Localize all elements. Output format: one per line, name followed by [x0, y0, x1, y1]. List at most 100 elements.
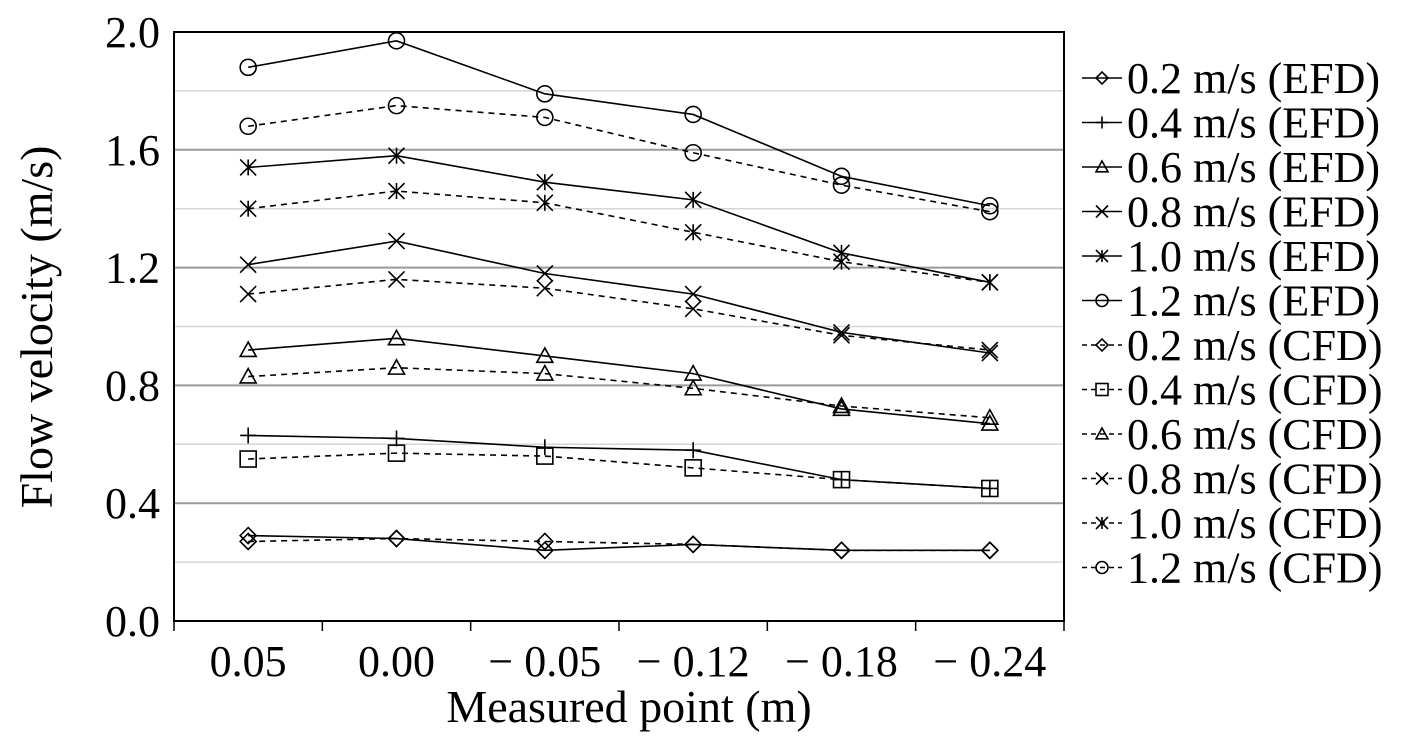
series-line — [248, 534, 990, 552]
data-point-circle — [239, 58, 257, 77]
legend-label: 0.2 m/s (CFD) — [1127, 321, 1382, 370]
y-tick-label: 0.8 — [105, 361, 160, 410]
x-axis-label: Measured point (m) — [446, 681, 811, 732]
data-point-square — [684, 459, 702, 477]
data-point-asterisk — [832, 253, 851, 271]
data-point-plus — [685, 442, 702, 459]
series-line — [248, 337, 990, 425]
y-axis-ticks: 0.0 0.4 0.8 1.2 1.6 2.0 — [105, 8, 160, 646]
data-point-x — [684, 285, 702, 303]
series-line — [248, 104, 990, 213]
y-tick-label: 1.6 — [105, 126, 160, 175]
data-point-asterisk — [1095, 249, 1109, 263]
data-point-triangle — [387, 358, 406, 375]
data-point-triangle — [683, 378, 703, 396]
data-point-circle — [239, 117, 257, 136]
data-point-circle — [1095, 560, 1109, 575]
legend-label: 1.0 m/s (EFD) — [1127, 232, 1380, 281]
legend-entry: 1.2 m/s (EFD) — [1082, 277, 1380, 326]
data-point-plus — [536, 439, 553, 456]
data-point-diamond — [1094, 70, 1110, 86]
y-axis-label: Flow velocity (m/s) — [11, 146, 62, 509]
data-point-x — [387, 270, 406, 288]
data-point-diamond — [535, 541, 554, 560]
data-point-square — [1095, 382, 1109, 397]
legend-entry: 0.8 m/s (CFD) — [1082, 455, 1382, 504]
data-point-asterisk — [981, 273, 999, 291]
data-point-x — [536, 279, 554, 297]
data-point-x — [981, 344, 999, 362]
data-point-circle — [832, 176, 851, 194]
legend-entry: 0.4 m/s (CFD) — [1082, 366, 1382, 415]
legend-entry: 1.2 m/s (CFD) — [1082, 544, 1382, 593]
series-line — [248, 366, 990, 419]
data-point-square — [981, 479, 999, 498]
data-point-diamond — [387, 529, 406, 548]
legend-entry: 0.6 m/s (CFD) — [1082, 410, 1382, 459]
data-point-diamond — [239, 526, 258, 545]
data-point-diamond — [832, 541, 851, 560]
x-tick-label: − 0.24 — [933, 637, 1046, 686]
data-point-square — [239, 450, 257, 468]
series-markers — [238, 32, 1000, 560]
legend-entry: 1.0 m/s (EFD) — [1082, 232, 1380, 281]
series-line — [248, 190, 990, 284]
data-point-plus — [240, 427, 257, 444]
data-point-circle — [981, 196, 999, 215]
data-point-triangle — [387, 328, 406, 346]
data-point-plus — [981, 480, 998, 497]
series-line — [248, 154, 990, 284]
series-line — [248, 278, 990, 351]
legend-entry: 0.8 m/s (EFD) — [1082, 188, 1380, 237]
data-point-triangle — [980, 414, 1000, 431]
data-point-x — [832, 323, 851, 341]
legend-label: 0.6 m/s (EFD) — [1127, 143, 1380, 192]
y-tick-label: 2.0 — [105, 8, 160, 57]
data-point-asterisk — [387, 182, 406, 200]
data-point-asterisk — [387, 147, 406, 165]
x-tick-label: 0.00 — [358, 637, 435, 686]
data-point-asterisk — [684, 191, 702, 209]
data-point-asterisk — [536, 194, 554, 212]
legend-label: 1.2 m/s (EFD) — [1127, 277, 1380, 326]
data-point-circle — [536, 108, 554, 127]
data-point-x — [1095, 471, 1109, 486]
data-point-diamond — [980, 541, 999, 560]
data-point-square — [387, 444, 406, 462]
data-point-x — [387, 232, 406, 250]
data-point-diamond — [535, 532, 554, 551]
y-tick-label: 0.0 — [105, 597, 160, 646]
data-point-plus — [388, 430, 405, 447]
data-point-circle — [1095, 293, 1109, 308]
data-point-diamond — [1094, 337, 1110, 353]
x-tick-label: − 0.18 — [785, 637, 898, 686]
data-point-circle — [536, 85, 554, 103]
data-point-asterisk — [1095, 516, 1109, 530]
data-point-diamond — [684, 535, 703, 554]
legend-entry: 1.0 m/s (CFD) — [1082, 499, 1382, 548]
data-point-triangle — [238, 340, 258, 358]
data-point-x — [832, 326, 851, 344]
series-line — [248, 537, 990, 552]
data-point-square — [832, 470, 851, 489]
data-point-circle — [387, 96, 406, 115]
data-point-x — [981, 341, 999, 359]
data-point-x — [239, 256, 257, 274]
data-point-square — [536, 447, 554, 465]
legend-label: 0.8 m/s (CFD) — [1127, 455, 1382, 504]
legend-entry: 0.4 m/s (EFD) — [1082, 99, 1380, 148]
data-point-triangle — [535, 363, 555, 381]
data-point-circle — [387, 32, 406, 50]
y-gridlines — [174, 90, 1064, 563]
legend-label: 1.0 m/s (CFD) — [1127, 499, 1382, 548]
data-point-circle — [684, 143, 702, 162]
x-tick-label: 0.05 — [210, 637, 287, 686]
data-point-asterisk — [536, 173, 554, 191]
series-line — [248, 452, 990, 490]
data-point-triangle — [980, 408, 1000, 425]
legend-entry: 0.6 m/s (EFD) — [1082, 143, 1380, 192]
data-point-asterisk — [684, 223, 702, 241]
x-axis-ticks: 0.05 0.00 − 0.05 − 0.12 − 0.18 − 0.24 — [173, 621, 1065, 686]
data-point-diamond — [239, 532, 258, 551]
